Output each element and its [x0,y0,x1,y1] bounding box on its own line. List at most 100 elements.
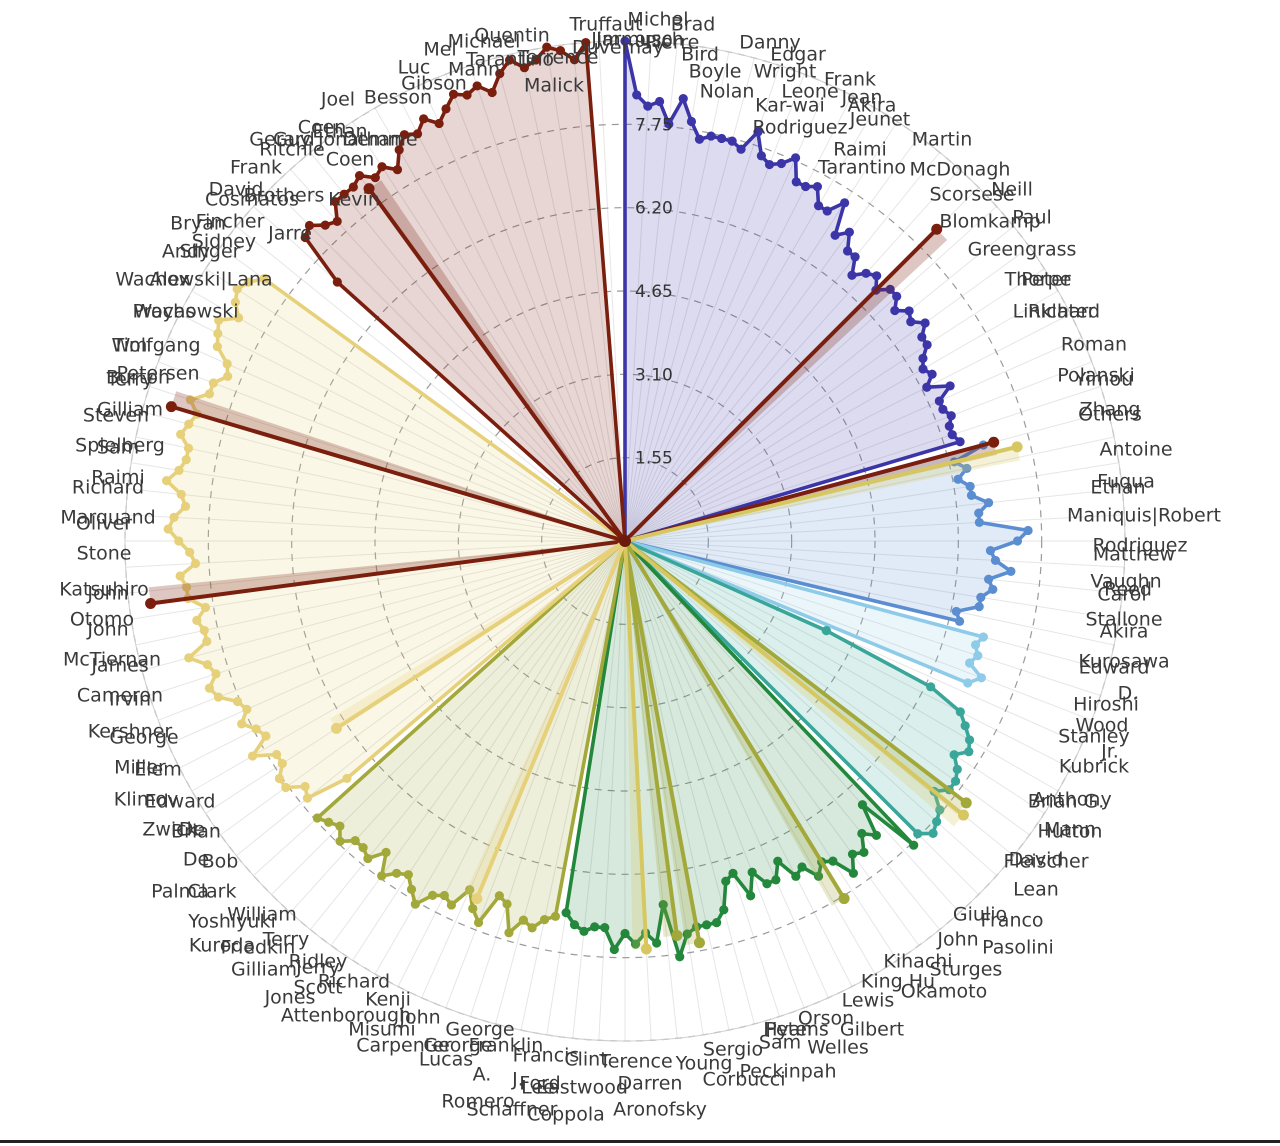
radial-tick-labels: 1.55 3.10 4.65 6.20 7.75 9.30 [635,32,673,469]
radial-spoke [624,290,1059,542]
category-label: McDonagh [910,159,1011,181]
data-point [970,640,981,650]
data-point [990,555,1001,566]
data-point [976,592,986,602]
grid-ring [374,290,876,792]
category-label: Boyle [689,61,742,83]
category-label: Mel [423,39,456,61]
data-point [717,133,727,144]
category-label: Ethan [1090,477,1145,499]
data-point [176,489,186,499]
spike-line [623,540,649,950]
category-label: Bryan [170,213,226,235]
data-point [944,421,954,431]
category-label: Duvernay [572,37,664,59]
category-label: Spielberg [75,435,165,457]
category-label: Orson [798,1008,854,1030]
spike-point [471,893,483,905]
data-point [840,198,850,208]
category-label: Okamoto [901,981,987,1003]
series-layer [161,36,1033,962]
category-label: Gerard [249,129,314,151]
data-point [569,55,580,65]
data-point [434,118,444,129]
data-point [922,340,932,350]
category-label: John [86,619,128,641]
data-point [247,751,258,761]
data-point [590,922,600,932]
spike-point [330,722,342,734]
data-point [632,90,642,100]
category-label: Blomkamp [939,211,1040,233]
category-label: Kurosawa [1078,651,1169,673]
grid-layer [124,40,1126,1042]
category-label: Demme [342,129,417,151]
category-label: Gilliam [231,959,297,981]
data-point [954,616,965,626]
data-point [728,868,738,878]
data-point [913,829,923,839]
category-label: De [179,819,205,841]
category-label: Cameron [77,685,163,707]
category-label: Coen [298,117,347,139]
category-label: Hiroshi [1073,694,1139,716]
data-point [988,584,998,595]
data-point [406,884,417,894]
category-label: Anthony [1032,789,1111,811]
data-point [753,127,763,137]
spike-point [960,797,972,809]
data-point [871,830,881,840]
data-point [304,220,315,231]
data-point [652,938,662,948]
data-point [909,840,919,850]
category-label: Jarmusch [595,29,684,51]
data-point [790,153,801,163]
data-point [370,173,380,183]
data-point [504,928,514,938]
category-label: Ritchie [259,139,324,161]
data-point [542,42,552,52]
data-point [934,396,944,406]
spike-point [957,809,969,821]
data-point [927,369,937,379]
category-label: A. [473,1064,492,1086]
category-label: Kevin [328,189,380,211]
data-point [951,606,961,617]
category-label: Scott [293,977,342,999]
category-label: Brian [171,821,221,843]
data-point [190,558,201,569]
category-label: Katsuhiro [59,579,149,601]
data-point [272,749,282,760]
category-label: George [109,727,178,749]
data-point [962,463,972,473]
category-label: Fincher [196,211,265,233]
data-point [561,908,571,918]
data-point [973,651,983,661]
category-label: Marquand [60,507,155,529]
data-point [727,136,737,146]
data-point [822,206,832,216]
category-label: Frank [230,157,282,179]
data-point [983,574,994,584]
category-label: Sam [759,1032,801,1054]
spike-point [988,436,1000,448]
category-label: Wood [1076,715,1129,737]
category-label: Danny [739,32,801,54]
category-label: Stanley [1058,726,1129,748]
data-point [950,776,961,786]
category-label: Tarantino [817,157,906,179]
data-point [643,101,653,111]
category-label: Thorpe [1004,269,1072,291]
data-point [812,182,823,192]
category-label: Wolfgang [111,335,200,357]
data-point [844,227,854,237]
data-point [712,918,722,928]
category-label: Stallone [1085,609,1162,631]
category-label: Maniquis|Robert [1067,505,1221,527]
category-label: Jones [264,987,316,1009]
data-point [233,313,244,323]
data-point [721,876,731,886]
category-label: Bob [202,851,239,873]
spike-point [931,223,943,235]
